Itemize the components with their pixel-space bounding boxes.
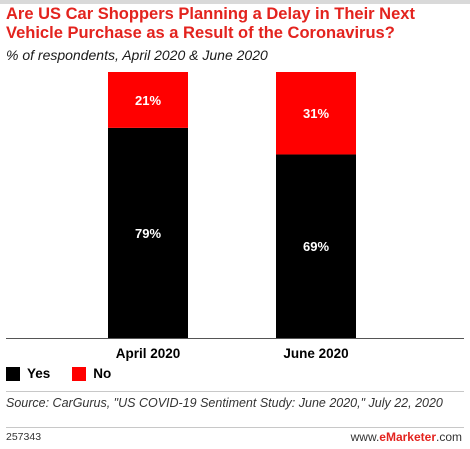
data-label-yes-1: 79% xyxy=(135,226,161,241)
data-label-yes-2: 69% xyxy=(303,239,329,254)
data-label-no-1: 21% xyxy=(135,93,161,108)
bar-no-2 xyxy=(276,72,356,155)
legend-item-yes: Yes xyxy=(6,366,50,381)
chart-id: 257343 xyxy=(6,431,42,443)
data-label-no-2: 31% xyxy=(303,106,329,121)
bar-yes-2 xyxy=(276,154,356,338)
divider-top xyxy=(6,391,464,392)
x-tick-label-2: June 2020 xyxy=(283,346,348,361)
chart-subtitle: % of respondents, April 2020 & June 2020 xyxy=(6,47,268,63)
brand-prefix: www. xyxy=(350,430,380,444)
bar-yes-1 xyxy=(108,127,188,338)
legend: Yes No xyxy=(6,366,133,381)
legend-swatch-yes xyxy=(6,366,20,381)
top-rule xyxy=(0,0,470,4)
legend-label-yes: Yes xyxy=(27,366,51,381)
x-tick-label-1: April 2020 xyxy=(116,346,181,361)
bar-no-1 xyxy=(108,72,188,128)
source-note: Source: CarGurus, "US COVID-19 Sentiment… xyxy=(6,396,443,410)
legend-label-no: No xyxy=(93,366,112,381)
brand-logo: www.eMarketer.com xyxy=(351,430,462,444)
legend-item-no: No xyxy=(72,366,111,381)
chart-title: Are US Car Shoppers Planning a Delay in … xyxy=(6,5,415,42)
divider-bottom xyxy=(6,427,464,428)
legend-swatch-no xyxy=(72,366,87,381)
brand-suffix: .com xyxy=(435,430,462,444)
brand-name: eMarketer xyxy=(379,430,436,444)
